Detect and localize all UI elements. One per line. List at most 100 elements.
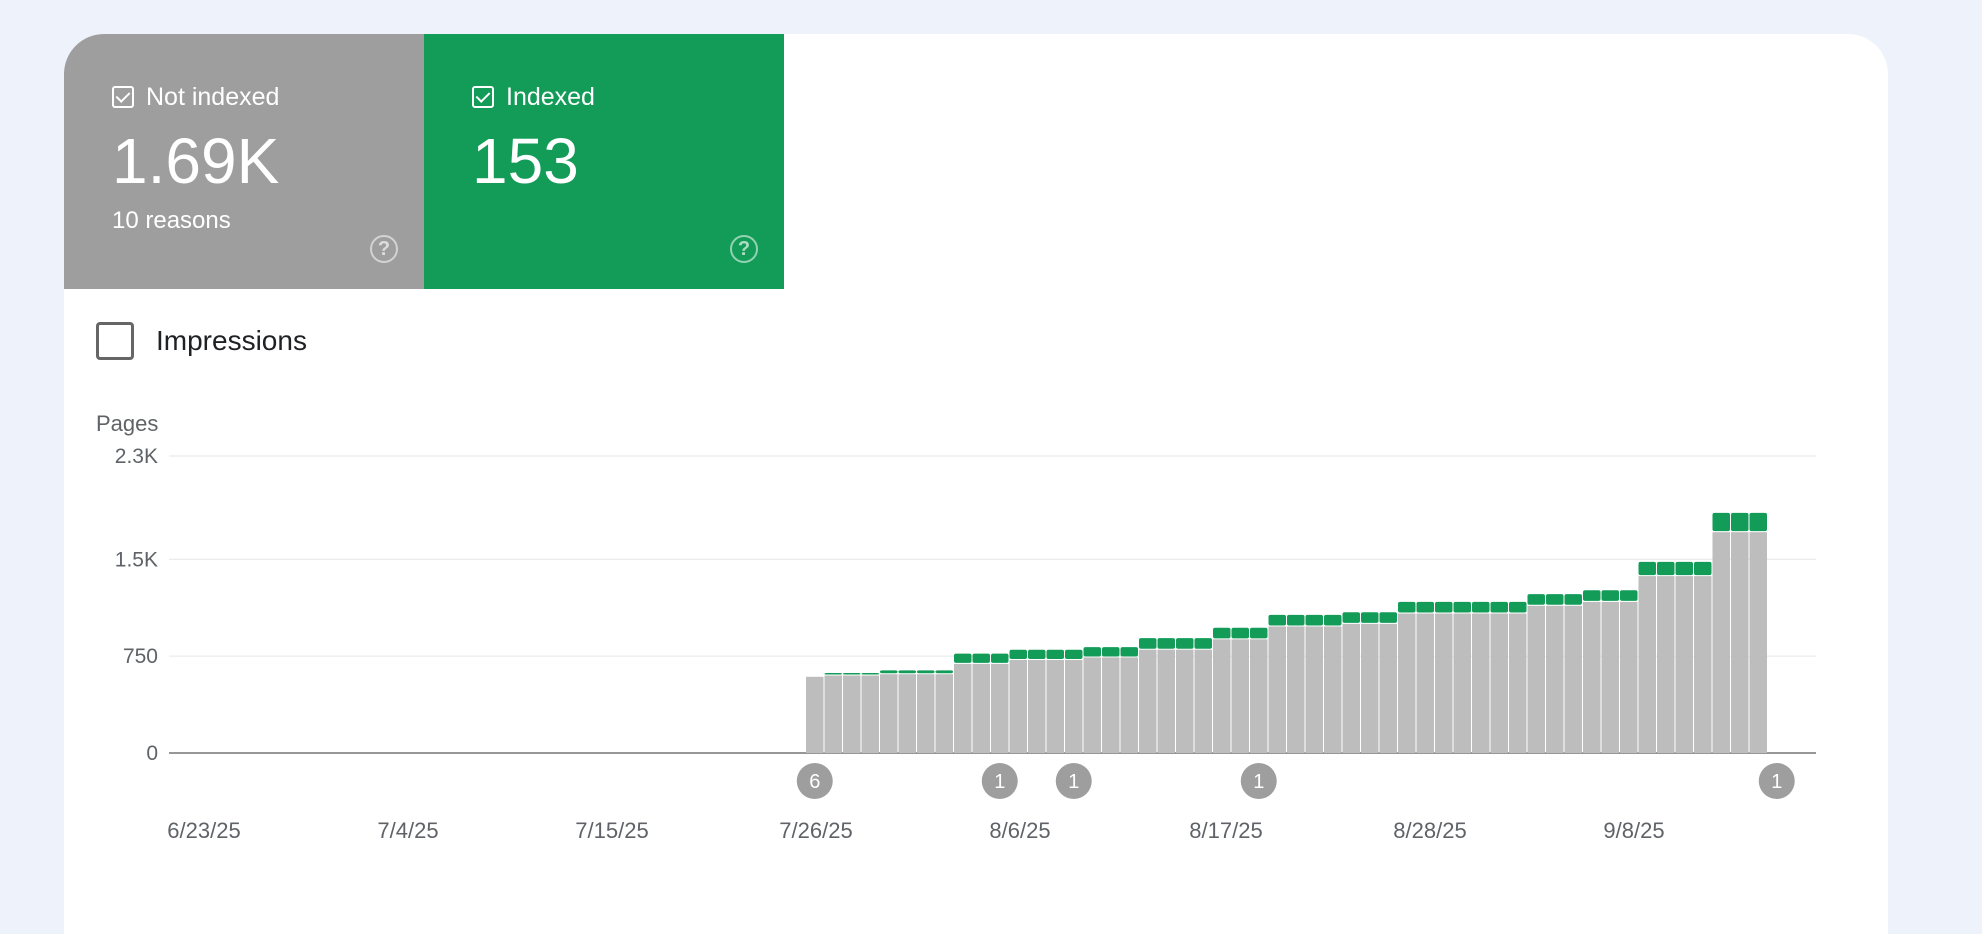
bar-indexed[interactable]: [1675, 561, 1694, 576]
annotation-marker[interactable]: 1: [1240, 763, 1277, 799]
annotation-marker[interactable]: 1: [1758, 763, 1795, 799]
bar-indexed[interactable]: [917, 670, 935, 674]
bar-indexed[interactable]: [1083, 647, 1102, 657]
bar-indexed[interactable]: [1287, 614, 1305, 626]
bar-not-indexed[interactable]: [1046, 660, 1065, 753]
bar-not-indexed[interactable]: [954, 663, 972, 753]
bar-not-indexed[interactable]: [1102, 657, 1120, 753]
annotation-circle[interactable]: [1758, 763, 1795, 799]
bar-not-indexed[interactable]: [861, 675, 880, 753]
bar-indexed[interactable]: [1379, 612, 1398, 623]
annotation-marker[interactable]: 1: [981, 763, 1018, 799]
help-icon[interactable]: ?: [370, 235, 398, 263]
bar-indexed[interactable]: [1102, 647, 1120, 657]
bar-indexed[interactable]: [1638, 561, 1657, 576]
bar-indexed[interactable]: [1490, 601, 1509, 613]
bar-not-indexed[interactable]: [843, 675, 861, 753]
bar-indexed[interactable]: [1139, 638, 1157, 649]
bar-indexed[interactable]: [898, 670, 917, 674]
bar-indexed[interactable]: [1361, 612, 1379, 623]
bar-not-indexed[interactable]: [1453, 613, 1472, 753]
bar-indexed[interactable]: [880, 670, 898, 674]
indexed-tile[interactable]: Indexed 153 ?: [424, 34, 784, 289]
bar-not-indexed[interactable]: [898, 674, 917, 753]
bar-indexed[interactable]: [1601, 590, 1620, 601]
bar-indexed[interactable]: [1250, 627, 1268, 639]
bar-indexed[interactable]: [1176, 638, 1194, 649]
bar-indexed[interactable]: [1213, 627, 1231, 639]
bar-indexed[interactable]: [1398, 601, 1416, 613]
bar-not-indexed[interactable]: [1620, 601, 1638, 753]
bar-indexed[interactable]: [1731, 512, 1749, 532]
bar-not-indexed[interactable]: [880, 674, 898, 753]
bar-not-indexed[interactable]: [1694, 576, 1712, 753]
bar-not-indexed[interactable]: [1194, 649, 1213, 753]
bar-indexed[interactable]: [1712, 512, 1731, 532]
bar-not-indexed[interactable]: [1379, 623, 1398, 753]
bar-not-indexed[interactable]: [1028, 660, 1046, 753]
annotation-marker[interactable]: 6: [796, 763, 833, 799]
bar-not-indexed[interactable]: [1361, 623, 1379, 753]
bar-indexed[interactable]: [1620, 590, 1638, 601]
bar-not-indexed[interactable]: [1305, 626, 1324, 753]
bar-indexed[interactable]: [843, 672, 861, 675]
bar-not-indexed[interactable]: [1749, 532, 1768, 753]
impressions-toggle[interactable]: Impressions: [96, 322, 307, 360]
annotation-circle[interactable]: [796, 763, 833, 799]
annotation-marker[interactable]: 1: [1055, 763, 1092, 799]
bar-not-indexed[interactable]: [1213, 639, 1231, 753]
checkbox-checked-icon[interactable]: [112, 86, 134, 108]
bar-indexed[interactable]: [1694, 561, 1712, 576]
bar-not-indexed[interactable]: [1490, 613, 1509, 753]
bar-indexed[interactable]: [1527, 594, 1546, 605]
bar-not-indexed[interactable]: [1176, 649, 1194, 753]
bar-indexed[interactable]: [1194, 638, 1213, 649]
bar-indexed[interactable]: [972, 653, 991, 663]
bar-not-indexed[interactable]: [1546, 605, 1564, 753]
bar-indexed[interactable]: [824, 672, 843, 675]
bar-not-indexed[interactable]: [1601, 601, 1620, 753]
bar-indexed[interactable]: [1157, 638, 1176, 649]
bar-not-indexed[interactable]: [1120, 657, 1139, 753]
bar-not-indexed[interactable]: [1472, 613, 1490, 753]
bar-not-indexed[interactable]: [1435, 613, 1453, 753]
bar-indexed[interactable]: [935, 670, 954, 674]
bar-not-indexed[interactable]: [1157, 649, 1176, 753]
bar-indexed[interactable]: [1583, 590, 1601, 601]
bar-not-indexed[interactable]: [806, 676, 824, 753]
bar-not-indexed[interactable]: [1065, 660, 1083, 753]
bar-indexed[interactable]: [1231, 627, 1250, 639]
impressions-checkbox[interactable]: [96, 322, 134, 360]
bar-indexed[interactable]: [1268, 614, 1287, 626]
bar-not-indexed[interactable]: [1416, 613, 1435, 753]
bar-not-indexed[interactable]: [935, 674, 954, 753]
bar-not-indexed[interactable]: [1324, 626, 1342, 753]
bar-indexed[interactable]: [1435, 601, 1453, 613]
bar-indexed[interactable]: [954, 653, 972, 663]
bar-indexed[interactable]: [1657, 561, 1675, 576]
bar-not-indexed[interactable]: [972, 663, 991, 753]
annotation-circle[interactable]: [981, 763, 1018, 799]
bar-indexed[interactable]: [1546, 594, 1564, 605]
bar-not-indexed[interactable]: [1731, 532, 1749, 753]
bar-indexed[interactable]: [1120, 647, 1139, 657]
bar-indexed[interactable]: [1046, 649, 1065, 660]
bar-not-indexed[interactable]: [1398, 613, 1416, 753]
bar-indexed[interactable]: [1453, 601, 1472, 613]
bar-not-indexed[interactable]: [1509, 613, 1527, 753]
bar-not-indexed[interactable]: [1638, 576, 1657, 753]
bar-indexed[interactable]: [1749, 512, 1768, 532]
bar-not-indexed[interactable]: [1083, 657, 1102, 753]
bar-indexed[interactable]: [861, 672, 880, 675]
bar-not-indexed[interactable]: [917, 674, 935, 753]
bar-indexed[interactable]: [1564, 594, 1583, 605]
bar-not-indexed[interactable]: [1231, 639, 1250, 753]
help-icon[interactable]: ?: [730, 235, 758, 263]
bar-indexed[interactable]: [1324, 614, 1342, 626]
bar-not-indexed[interactable]: [1250, 639, 1268, 753]
bar-indexed[interactable]: [1028, 649, 1046, 660]
bar-not-indexed[interactable]: [1009, 660, 1028, 753]
bar-indexed[interactable]: [1509, 601, 1527, 613]
checkbox-checked-icon[interactable]: [472, 86, 494, 108]
annotation-circle[interactable]: [1240, 763, 1277, 799]
